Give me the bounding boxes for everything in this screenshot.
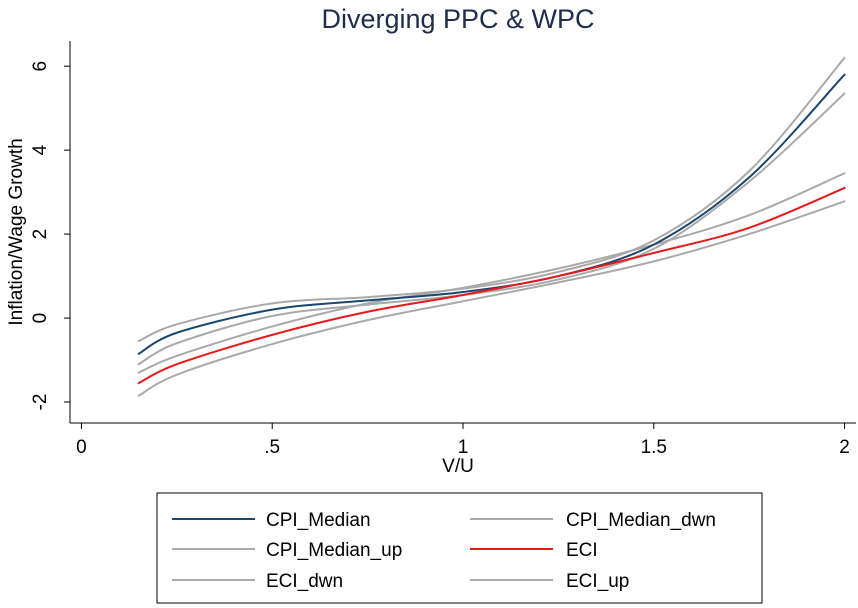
chart-title: Diverging PPC & WPC xyxy=(321,4,594,34)
legend-label: ECI xyxy=(566,540,598,561)
x-tick-label: 1 xyxy=(458,437,469,458)
legend-label: CPI_Median xyxy=(266,510,371,531)
legend: CPI_Median CPI_Median_dwn CPI_Median_up ECI… xyxy=(172,510,716,592)
x-axis-label: V/U xyxy=(442,456,474,477)
series-line-cpi-median-up xyxy=(137,56,846,343)
y-tick-label: 6 xyxy=(30,61,51,72)
x-tick-label: 1.5 xyxy=(641,437,667,458)
y-ticks: -2 0 2 4 6 xyxy=(30,61,70,411)
x-tick-label: .5 xyxy=(264,437,280,458)
legend-label: ECI_dwn xyxy=(266,571,343,592)
series-line-eci-up xyxy=(137,172,846,374)
series-line-cpi-median-dwn xyxy=(137,92,846,366)
legend-box xyxy=(156,492,763,604)
plot-area xyxy=(70,41,856,423)
x-tick-label: 2 xyxy=(839,437,850,458)
series-line-eci-dwn xyxy=(137,200,846,397)
y-tick-label: 4 xyxy=(30,144,51,155)
series-line-eci xyxy=(137,186,846,385)
series-line-cpi-median xyxy=(137,73,846,355)
y-axis-label: Inflation/Wage Growth xyxy=(6,138,27,325)
legend-label: CPI_Median_dwn xyxy=(566,510,716,531)
x-ticks: 0 .5 1 1.5 2 xyxy=(76,423,850,458)
y-tick-label: 2 xyxy=(30,229,51,240)
y-tick-label: 0 xyxy=(30,313,51,324)
series-layer xyxy=(137,56,846,397)
x-tick-label: 0 xyxy=(76,437,87,458)
legend-label: ECI_up xyxy=(566,571,629,592)
legend-label: CPI_Median_up xyxy=(266,540,402,561)
y-tick-label: -2 xyxy=(30,394,51,411)
